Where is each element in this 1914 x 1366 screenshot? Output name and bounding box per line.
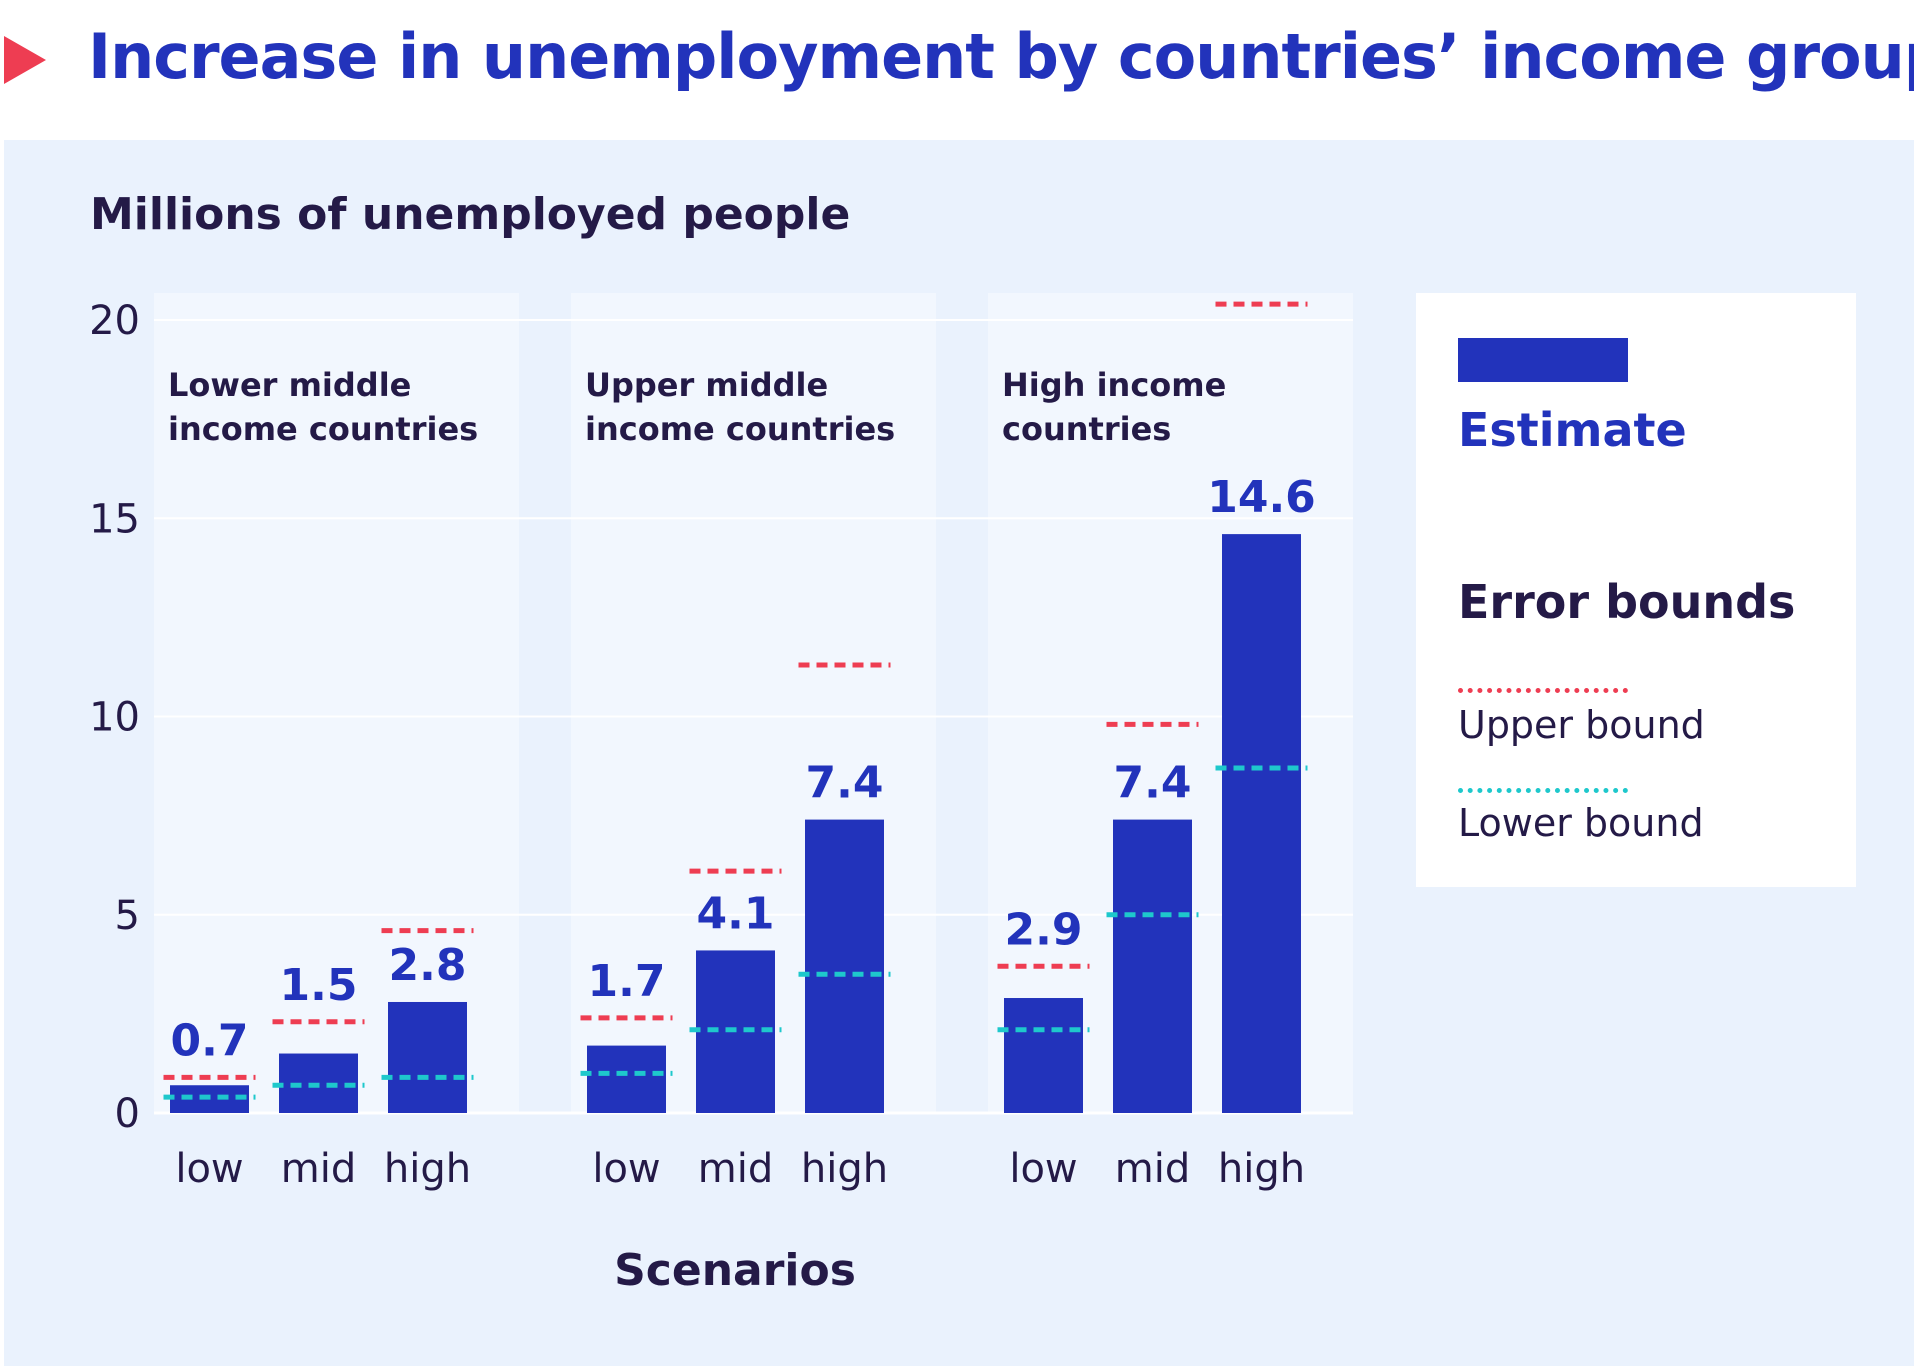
lower-bound-line-swatch [1458, 788, 1628, 793]
estimate-swatch [1458, 338, 1628, 382]
group-title: High income [1002, 366, 1226, 404]
value-label: 1.5 [280, 960, 358, 1011]
legend-estimate-label: Estimate [1458, 403, 1687, 457]
estimate-bar [587, 1045, 666, 1113]
value-label: 7.4 [1114, 758, 1192, 809]
x-category-label: mid [1115, 1146, 1190, 1192]
group-title: income countries [585, 410, 895, 448]
y-tick-label: 15 [89, 496, 140, 542]
x-category-label: mid [281, 1146, 356, 1192]
group-title: income countries [168, 410, 478, 448]
triangle-marker-icon [4, 36, 46, 84]
value-label: 2.9 [1005, 904, 1083, 955]
estimate-bar [805, 819, 884, 1113]
value-label: 0.7 [171, 1015, 249, 1066]
x-category-label: high [801, 1146, 888, 1192]
x-category-label: high [384, 1146, 471, 1192]
header: Increase in unemployment by countries’ i… [0, 0, 1914, 138]
page-title: Increase in unemployment by countries’ i… [88, 20, 1914, 93]
x-category-label: low [1009, 1146, 1077, 1192]
y-tick-label: 0 [115, 1091, 140, 1137]
upper-bound-line-swatch [1458, 688, 1628, 693]
estimate-bar [1113, 819, 1192, 1113]
group-title: Upper middle [585, 366, 828, 404]
y-tick-label: 5 [115, 893, 140, 939]
y-tick-label: 10 [89, 695, 140, 741]
x-category-label: mid [698, 1146, 773, 1192]
value-label: 14.6 [1207, 472, 1316, 523]
y-tick-label: 20 [89, 298, 140, 344]
value-label: 2.8 [389, 940, 467, 991]
x-category-label: low [592, 1146, 660, 1192]
value-label: 7.4 [806, 758, 884, 809]
group-title: countries [1002, 410, 1171, 448]
legend: Estimate Error bounds Upper bound Lower … [1416, 293, 1856, 887]
x-category-label: high [1218, 1146, 1305, 1192]
legend-lower-bound-label: Lower bound [1458, 801, 1704, 845]
y-axis-title: Millions of unemployed people [90, 189, 850, 240]
legend-error-bounds-title: Error bounds [1458, 575, 1796, 629]
value-label: 4.1 [697, 888, 775, 939]
estimate-bar [1222, 534, 1301, 1113]
estimate-bar [388, 1001, 467, 1113]
x-category-label: low [175, 1146, 243, 1192]
value-label: 1.7 [588, 956, 666, 1007]
estimate-bar [1004, 998, 1083, 1113]
group-title: Lower middle [168, 366, 411, 404]
x-axis-title: Scenarios [614, 1245, 856, 1296]
legend-upper-bound-label: Upper bound [1458, 703, 1705, 747]
group-panel-bg [154, 293, 519, 1113]
